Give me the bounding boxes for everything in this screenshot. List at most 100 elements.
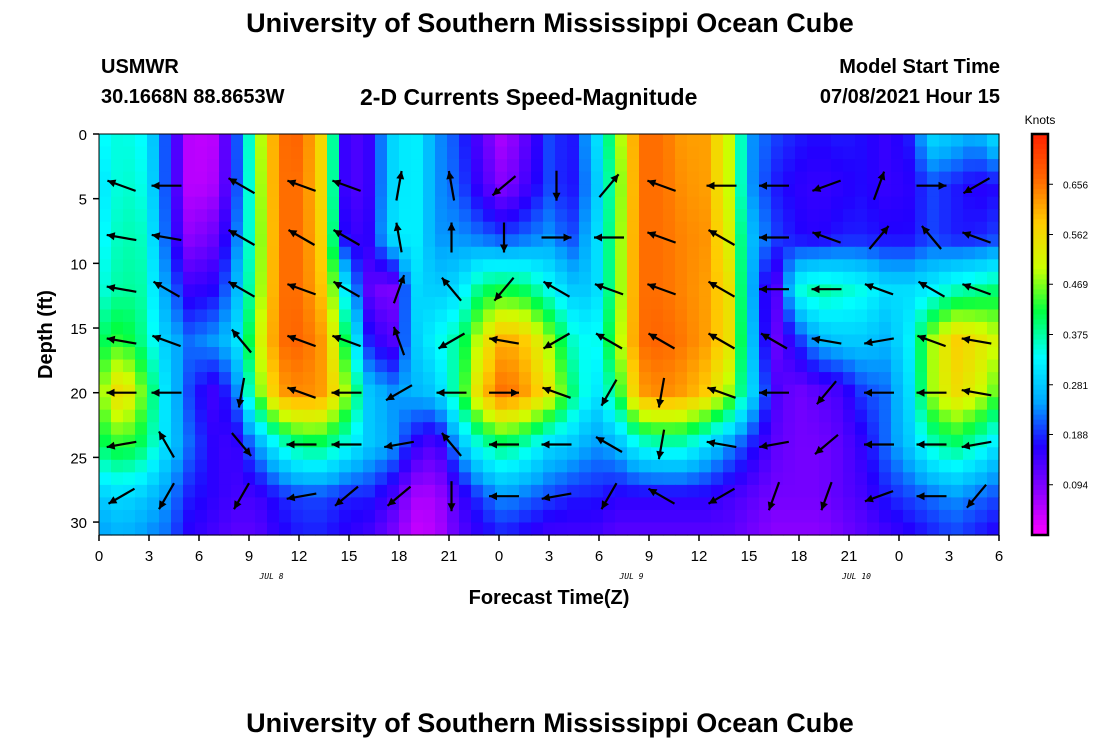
heatmap-cell bbox=[927, 184, 940, 198]
heatmap-cell bbox=[183, 234, 196, 248]
heatmap-cell bbox=[171, 459, 184, 473]
heatmap-cell bbox=[795, 384, 808, 398]
heatmap-cell bbox=[375, 321, 388, 336]
heatmap-cell bbox=[771, 497, 784, 511]
heatmap-cell bbox=[879, 384, 892, 398]
heatmap-cell bbox=[135, 134, 148, 148]
heatmap-cell bbox=[627, 321, 640, 336]
heatmap-cell bbox=[903, 497, 916, 511]
heatmap-cell bbox=[111, 347, 124, 361]
heatmap-cell bbox=[831, 347, 844, 361]
heatmap-cell bbox=[327, 497, 340, 511]
heatmap-cell bbox=[423, 447, 436, 461]
heatmap-cell bbox=[483, 171, 496, 185]
heatmap-cell bbox=[579, 134, 592, 148]
heatmap-cell bbox=[267, 234, 280, 248]
heatmap-cell bbox=[627, 284, 640, 298]
heatmap-cell bbox=[351, 196, 364, 210]
heatmap-cell bbox=[375, 271, 388, 285]
heatmap-cell bbox=[99, 372, 112, 386]
heatmap-cell bbox=[279, 484, 292, 499]
heatmap-cell bbox=[879, 447, 892, 461]
heatmap-cell bbox=[435, 509, 448, 524]
heatmap-cell bbox=[519, 196, 532, 210]
heatmap-cell bbox=[459, 434, 472, 448]
heatmap-cell bbox=[351, 221, 364, 235]
heatmap-cell bbox=[615, 409, 628, 423]
heatmap-cell bbox=[807, 309, 820, 323]
heatmap-cell bbox=[987, 484, 1000, 499]
heatmap-cell bbox=[735, 359, 748, 373]
heatmap-cell bbox=[735, 271, 748, 285]
current-vector-arrow bbox=[106, 388, 137, 397]
heatmap-cell bbox=[903, 234, 916, 248]
heatmap-cell bbox=[783, 372, 796, 386]
y-tick-label: 20 bbox=[70, 386, 87, 403]
heatmap-cell bbox=[111, 397, 124, 411]
heatmap-cell bbox=[183, 184, 196, 198]
heatmap-cell bbox=[603, 522, 616, 536]
heatmap-cell bbox=[819, 434, 832, 448]
heatmap-cell bbox=[423, 347, 436, 361]
heatmap-cell bbox=[423, 409, 436, 423]
colorbar-segment bbox=[1032, 514, 1048, 521]
heatmap-cell bbox=[483, 221, 496, 235]
heatmap-cell bbox=[423, 146, 436, 160]
heatmap-cell bbox=[315, 196, 328, 210]
heatmap-cell bbox=[351, 234, 364, 248]
heatmap-cell bbox=[195, 484, 208, 499]
heatmap-cell bbox=[891, 359, 904, 373]
heatmap-cell bbox=[207, 397, 220, 411]
current-vector-arrow bbox=[647, 487, 676, 505]
heatmap-cell bbox=[687, 509, 700, 524]
heatmap-cell bbox=[411, 259, 424, 273]
current-vector-arrow bbox=[961, 387, 992, 397]
heatmap-cell bbox=[759, 134, 772, 148]
heatmap-cell bbox=[747, 522, 760, 536]
heatmap-cell bbox=[639, 359, 652, 373]
heatmap-cell bbox=[351, 397, 364, 411]
current-vector-arrow bbox=[759, 233, 789, 242]
heatmap-cell bbox=[711, 134, 724, 148]
heatmap-cell bbox=[399, 209, 412, 223]
heatmap-cell bbox=[579, 309, 592, 323]
heatmap-cell bbox=[843, 196, 856, 210]
heatmap-cell bbox=[243, 309, 256, 323]
heatmap-cell bbox=[783, 134, 796, 148]
heatmap-cell bbox=[303, 409, 316, 423]
current-vector-arrow bbox=[158, 430, 175, 458]
heatmap-cell bbox=[279, 134, 292, 148]
heatmap-cell bbox=[483, 259, 496, 273]
heatmap-cell bbox=[423, 321, 436, 336]
heatmap-cell bbox=[531, 246, 544, 260]
heatmap-cell bbox=[459, 334, 472, 348]
heatmap-cell bbox=[687, 296, 700, 311]
heatmap-cell bbox=[507, 359, 520, 373]
heatmap-cell bbox=[591, 447, 604, 461]
current-vector-arrow bbox=[767, 481, 781, 511]
heatmap-cell bbox=[519, 347, 532, 361]
heatmap-cell bbox=[147, 296, 160, 311]
heatmap-cell bbox=[387, 447, 400, 461]
heatmap-cell bbox=[447, 459, 460, 473]
heatmap-cell bbox=[519, 296, 532, 311]
heatmap-cell bbox=[207, 509, 220, 524]
current-vector-arrow bbox=[706, 181, 737, 190]
heatmap-cell bbox=[759, 184, 772, 198]
heatmap-cell bbox=[411, 146, 424, 160]
current-vector-arrow bbox=[386, 485, 412, 507]
heatmap-cell bbox=[207, 359, 220, 373]
heatmap-cell bbox=[963, 296, 976, 311]
current-vector-arrow bbox=[707, 332, 736, 350]
heatmap-cell bbox=[111, 184, 124, 198]
heatmap-cell bbox=[363, 434, 376, 448]
heatmap-cell bbox=[879, 434, 892, 448]
heatmap-cell bbox=[447, 321, 460, 336]
heatmap-cell bbox=[171, 196, 184, 210]
heatmap-cell bbox=[639, 221, 652, 235]
heatmap-cell bbox=[207, 321, 220, 336]
heatmap-cell bbox=[699, 347, 712, 361]
heatmap-cell bbox=[423, 221, 436, 235]
current-vector-arrow bbox=[707, 386, 736, 399]
heatmap-cell bbox=[147, 409, 160, 423]
